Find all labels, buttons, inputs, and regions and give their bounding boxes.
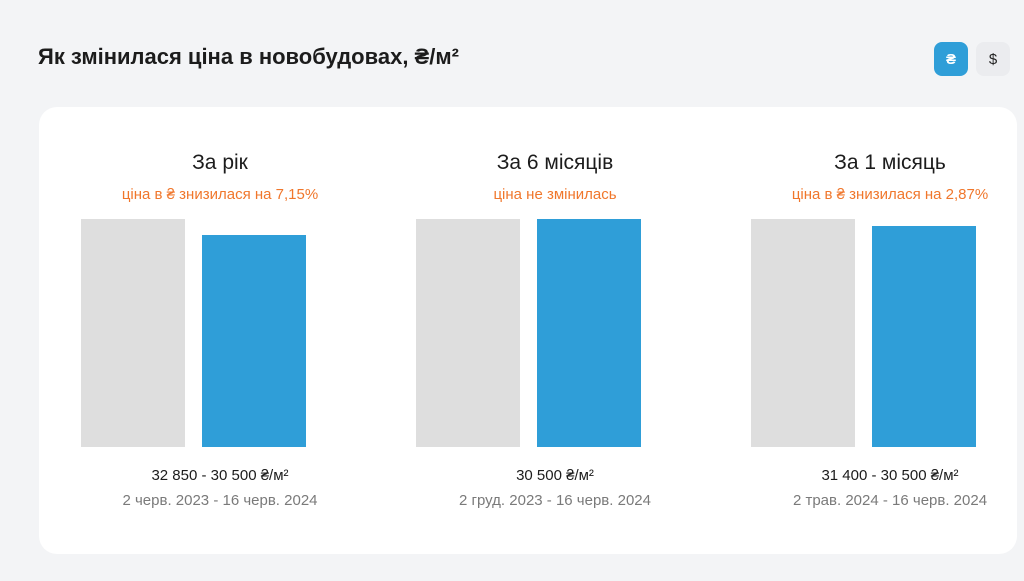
date-range-label: 2 черв. 2023 - 16 черв. 2024 bbox=[122, 492, 318, 509]
currency-usd-button[interactable]: $ bbox=[976, 42, 1010, 76]
panel-title: За 1 місяць bbox=[834, 151, 946, 174]
panel-title: За рік bbox=[192, 151, 248, 174]
bar-current-price bbox=[872, 226, 976, 447]
panel-1-month: За 1 місяць ціна в ₴ знизилася на 2,87% … bbox=[735, 107, 1024, 554]
price-change-text: ціна в ₴ знизилася на 2,87% bbox=[791, 186, 989, 203]
bar-previous-price bbox=[81, 219, 185, 447]
panel-title: За 6 місяців bbox=[496, 151, 614, 174]
date-range-label: 2 трав. 2024 - 16 черв. 2024 bbox=[792, 492, 988, 509]
panel-6-months: За 6 місяців ціна не змінилась 30 500 ₴/… bbox=[400, 107, 710, 554]
price-change-text: ціна в ₴ знизилася на 7,15% bbox=[121, 186, 319, 203]
panel-year: За рік ціна в ₴ знизилася на 7,15% 32 85… bbox=[65, 107, 375, 554]
bar-current-price bbox=[202, 235, 306, 447]
date-range-label: 2 груд. 2023 - 16 черв. 2024 bbox=[459, 492, 651, 509]
bar-pair bbox=[400, 107, 710, 554]
currency-uah-button[interactable]: ₴ bbox=[934, 42, 968, 76]
bar-previous-price bbox=[751, 219, 855, 447]
bar-current-price bbox=[537, 219, 641, 447]
price-change-text: ціна не змінилась bbox=[493, 186, 617, 203]
bar-pair bbox=[735, 107, 1024, 554]
bar-previous-price bbox=[416, 219, 520, 447]
price-range-label: 30 500 ₴/м² bbox=[516, 467, 594, 484]
price-range-label: 31 400 - 30 500 ₴/м² bbox=[821, 467, 959, 484]
price-range-label: 32 850 - 30 500 ₴/м² bbox=[151, 467, 289, 484]
price-change-card: За рік ціна в ₴ знизилася на 7,15% 32 85… bbox=[39, 107, 1017, 554]
currency-toggle: ₴ $ bbox=[934, 42, 1010, 76]
bar-pair bbox=[65, 107, 375, 554]
page-title: Як змінилася ціна в новобудовах, ₴/м² bbox=[38, 44, 459, 69]
